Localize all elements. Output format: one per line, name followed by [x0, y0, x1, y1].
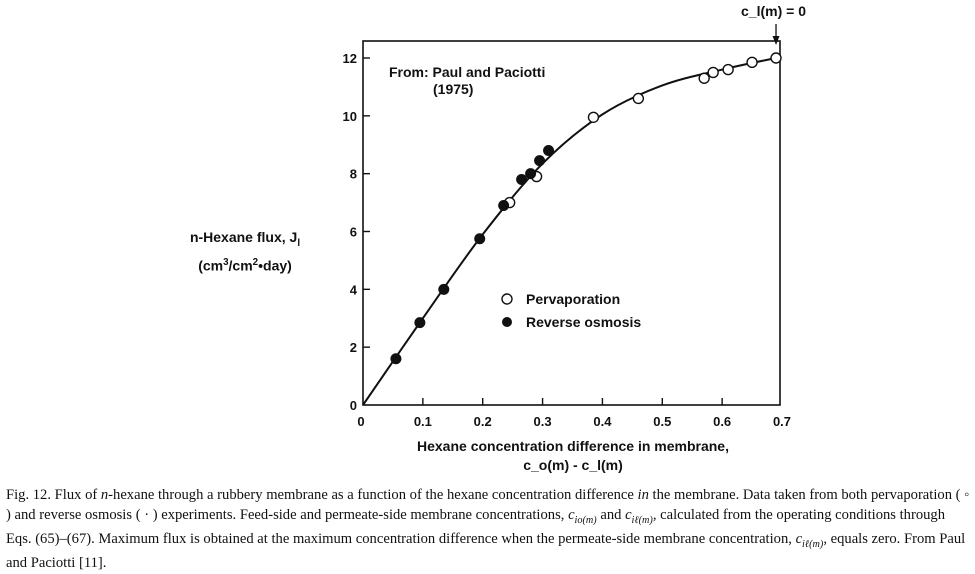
plot-border: [362, 40, 781, 406]
reverse-osmosis-point: [414, 317, 426, 329]
reverse-osmosis-point: [516, 173, 528, 185]
pervaporation-point: [707, 66, 719, 79]
annotation-arrow-head: [772, 36, 780, 45]
legend: Pervaporation Reverse osmosis: [501, 291, 641, 330]
x-tick-label: 0.3: [534, 414, 552, 429]
y-tick-label: 0: [350, 398, 357, 413]
annotation-text: c_l(m) = 0: [741, 3, 806, 19]
pervaporation-point: [770, 52, 782, 64]
pervaporation-point: [587, 111, 600, 123]
reverse-osmosis-point: [543, 145, 555, 157]
y-tick-label: 8: [350, 167, 357, 182]
source-note-line1: From: Paul and Paciotti: [389, 64, 545, 80]
reverse-osmosis-point: [474, 233, 486, 245]
x-tick-label: 0: [357, 414, 364, 429]
pervaporation-point: [698, 72, 710, 84]
x-tick-label: 0.6: [713, 414, 731, 429]
figure-caption: Fig. 12. Flux of n-hexane through a rubb…: [6, 487, 970, 572]
x-tick-label: 0.7: [773, 414, 791, 429]
annotation-label: c_l(m) = 0: [741, 3, 806, 19]
pervaporation-point: [722, 63, 734, 76]
plot-frame: [362, 40, 781, 406]
max-annotation: c_l(m) = 0: [741, 3, 806, 45]
x-tick-label: 0.5: [653, 414, 671, 429]
y-axis-title: n-Hexane flux, Jl (cm3/cm2•day): [150, 228, 340, 275]
reverse-osmosis-point: [390, 353, 402, 365]
pervaporation-point: [632, 92, 645, 105]
chart: 0 0.1 0.2 0.3 0.4 0.5 0.6 0.7 0 2 4 6 8 10 12 From: Pa…: [343, 3, 807, 473]
axis-ticks: 0 0.1 0.2 0.3 0.4 0.5 0.6 0.7 0 2 4 6 8 10 12: [343, 51, 792, 429]
y-axis-title-line1: n-Hexane flux, Jl: [189, 229, 301, 249]
y-tick-label: 4: [350, 282, 358, 297]
y-tick-label: 10: [343, 109, 357, 124]
x-tick-label: 0.1: [414, 414, 432, 429]
legend-label-pervaporation: Pervaporation: [526, 291, 620, 307]
reverse-osmosis-point: [498, 199, 510, 211]
data-points: [390, 52, 782, 365]
legend-marker-reverse-osmosis: [502, 317, 512, 327]
reverse-osmosis-point: [525, 168, 537, 180]
pervaporation-point: [746, 56, 758, 69]
x-axis-subtitle: c_o(m) - c_l(m): [523, 457, 623, 473]
y-tick-label: 6: [350, 225, 357, 240]
y-tick-label: 12: [343, 51, 357, 66]
reverse-osmosis-point: [438, 283, 450, 295]
y-axis-title-line2: (cm3/cm2•day): [198, 256, 292, 274]
x-axis-title: Hexane concentration difference in membr…: [417, 438, 729, 454]
fit-curve: [362, 57, 777, 406]
x-tick-label: 0.4: [593, 414, 612, 429]
x-tick-label: 0.2: [474, 414, 492, 429]
legend-label-reverse-osmosis: Reverse osmosis: [526, 314, 641, 330]
y-tick-label: 2: [350, 340, 357, 355]
reverse-osmosis-point: [534, 155, 546, 167]
source-note-line2: (1975): [433, 81, 473, 97]
legend-marker-pervaporation: [501, 293, 513, 305]
